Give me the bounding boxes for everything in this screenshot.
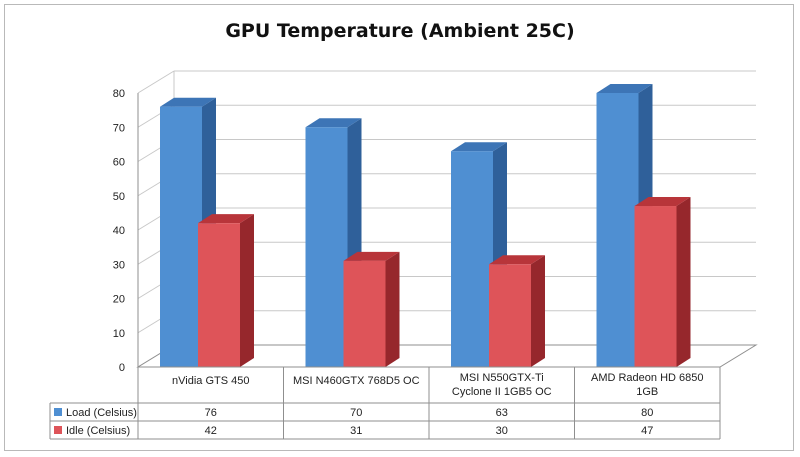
bar	[198, 223, 240, 367]
y-tick-label: 30	[113, 259, 125, 271]
category-label: MSI N460GTX 768D5 OC	[293, 375, 420, 387]
legend-swatch	[54, 408, 62, 416]
bar-top	[160, 97, 216, 107]
category-label: 1GB	[636, 386, 658, 398]
bar-side	[240, 214, 254, 367]
bar-top	[634, 197, 691, 207]
y-tick-label: 40	[113, 225, 125, 237]
data-table-value: 70	[350, 407, 362, 419]
bar-top	[343, 251, 400, 261]
grid-line-side	[137, 70, 175, 94]
y-tick-label: 20	[113, 294, 125, 306]
bar-top	[305, 118, 362, 128]
category-label: nVidia GTS 450	[172, 375, 249, 387]
bar	[343, 260, 386, 367]
bar	[596, 93, 639, 367]
y-tick-label: 50	[113, 191, 125, 203]
data-table-value: 63	[496, 407, 508, 419]
bar	[451, 151, 493, 367]
y-tick-label: 70	[113, 122, 125, 134]
category-label: AMD Radeon HD 6850	[591, 372, 704, 384]
bar	[489, 264, 531, 367]
category-label: Cyclone II 1GB5 OC	[452, 386, 552, 398]
bar-side	[676, 197, 691, 367]
category-label: MSI N550GTX-Ti	[460, 372, 544, 384]
data-table-value: 47	[641, 425, 653, 437]
y-tick-label: 10	[113, 328, 125, 340]
bar-top	[198, 214, 254, 224]
y-tick-label: 80	[113, 88, 125, 100]
data-table-value: 76	[205, 407, 217, 419]
data-table-value: 42	[205, 425, 217, 437]
bar-top	[489, 255, 545, 265]
bar	[160, 106, 202, 367]
data-table-value: 80	[641, 407, 653, 419]
y-tick-label: 60	[113, 157, 125, 169]
bar	[634, 206, 677, 367]
legend-label: Idle (Celsius)	[66, 425, 130, 437]
bar-top	[596, 84, 653, 93]
bar-top	[451, 142, 507, 152]
y-tick-label: 0	[119, 362, 125, 374]
legend-label: Load (Celsius)	[66, 407, 137, 419]
legend-swatch	[54, 426, 62, 434]
data-table-value: 31	[350, 425, 362, 437]
bar	[305, 127, 348, 367]
chart-title: GPU Temperature (Ambient 25C)	[225, 20, 575, 42]
bar-side	[385, 251, 400, 367]
bar-side	[531, 255, 545, 367]
data-table-value: 30	[496, 425, 508, 437]
